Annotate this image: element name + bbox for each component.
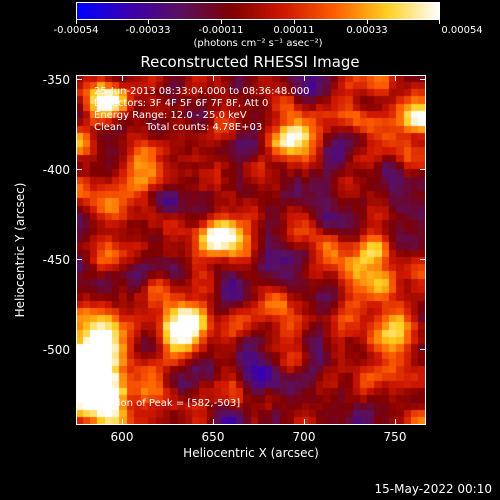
annotation-algorithm: Clean xyxy=(94,122,123,133)
x-tick xyxy=(304,75,305,81)
x-tick xyxy=(213,75,214,81)
colorbar xyxy=(76,2,440,20)
timestamp: 15-May-2022 00:10 xyxy=(374,482,492,496)
x-tick-label: 750 xyxy=(383,430,407,444)
colorbar-tick xyxy=(221,20,222,24)
x-tick-label: 600 xyxy=(110,430,134,444)
plot-title: Reconstructed RHESSI Image xyxy=(140,53,360,71)
colorbar-tick xyxy=(294,20,295,24)
y-tick-label: -400 xyxy=(42,163,70,177)
y-tick xyxy=(76,79,82,80)
x-tick-label: 700 xyxy=(292,430,316,444)
colorbar-units: (photons cm⁻² s⁻¹ asec⁻²) xyxy=(193,38,323,49)
x-tick xyxy=(122,75,123,81)
y-tick xyxy=(76,349,82,350)
annotation-time-range: 25-Jun-2013 08:33:04.000 to 08:36:48.000 xyxy=(94,86,310,97)
y-tick xyxy=(76,169,82,170)
y-axis-title: Heliocentric Y (arcsec) xyxy=(13,182,27,318)
y-tick-label: -500 xyxy=(42,343,70,357)
colorbar-tick xyxy=(76,20,77,24)
x-tick xyxy=(122,419,123,425)
y-tick xyxy=(420,169,426,170)
y-tick xyxy=(420,79,426,80)
annotation-energy-range: Energy Range: 12.0 - 25.0 keV xyxy=(94,110,247,121)
colorbar-tick-label: 0.00054 xyxy=(441,25,483,36)
x-tick xyxy=(213,419,214,425)
x-tick xyxy=(395,75,396,81)
x-axis-title: Heliocentric X (arcsec) xyxy=(183,446,319,460)
colorbar-tick-label: -0.00011 xyxy=(198,25,244,36)
colorbar-tick xyxy=(439,20,440,24)
x-tick xyxy=(395,419,396,425)
colorbar-tick xyxy=(367,20,368,24)
x-tick xyxy=(304,419,305,425)
y-tick xyxy=(76,259,82,260)
x-tick-label: 650 xyxy=(201,430,225,444)
y-tick xyxy=(420,349,426,350)
rhessi-image xyxy=(76,75,426,425)
colorbar-tick-label: -0.00033 xyxy=(125,25,171,36)
annotation-detectors: Detectors: 3F 4F 5F 6F 7F 8F, Att 0 xyxy=(94,98,269,109)
annotation-total-counts: Total counts: 4.78E+03 xyxy=(146,122,263,133)
y-tick-label: -350 xyxy=(42,73,70,87)
colorbar-tick xyxy=(148,20,149,24)
colorbar-tick-label: 0.00033 xyxy=(346,25,388,36)
colorbar-tick-label: -0.00054 xyxy=(53,25,99,36)
y-tick-label: -450 xyxy=(42,253,70,267)
y-tick xyxy=(420,259,426,260)
colorbar-tick-label: 0.00011 xyxy=(273,25,315,36)
annotation-peak-position: Position of Peak = [582,-503] xyxy=(94,398,241,409)
